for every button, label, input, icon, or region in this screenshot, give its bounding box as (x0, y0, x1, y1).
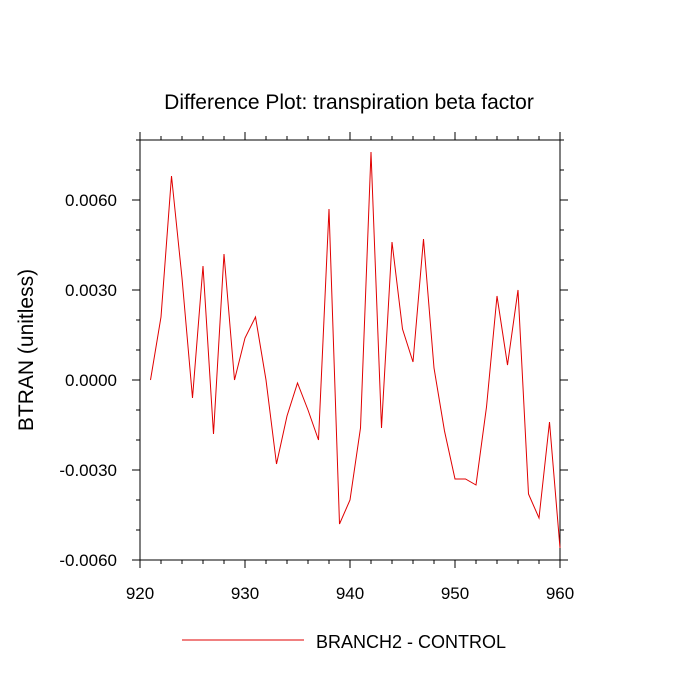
y-axis-label: BTRAN (unitless) (15, 269, 38, 431)
series-line (150, 151, 561, 549)
y-tick-label: -0.0060 (59, 551, 117, 570)
x-tick-label: 950 (441, 584, 469, 603)
x-tick-label: 920 (126, 584, 154, 603)
legend: BRANCH2 - CONTROL (182, 632, 506, 652)
y-tick-label: 0.0060 (65, 191, 117, 210)
x-tick-label: 940 (336, 584, 364, 603)
series-layer (150, 151, 561, 549)
y-tick-label: -0.0030 (59, 461, 117, 480)
y-tick-label: 0.0030 (65, 281, 117, 300)
legend-entry-label: BRANCH2 - CONTROL (316, 632, 506, 652)
y-tick-label: 0.0000 (65, 371, 117, 390)
x-tick-label: 930 (231, 584, 259, 603)
tick-labels: 920 930 940 950 960 -0.0060 -0.0030 0.0000 0.003… (59, 191, 574, 603)
chart-title: Difference Plot: transpiration beta fact… (164, 91, 534, 114)
axis-ticks (132, 132, 568, 568)
x-tick-label: 960 (546, 584, 574, 603)
